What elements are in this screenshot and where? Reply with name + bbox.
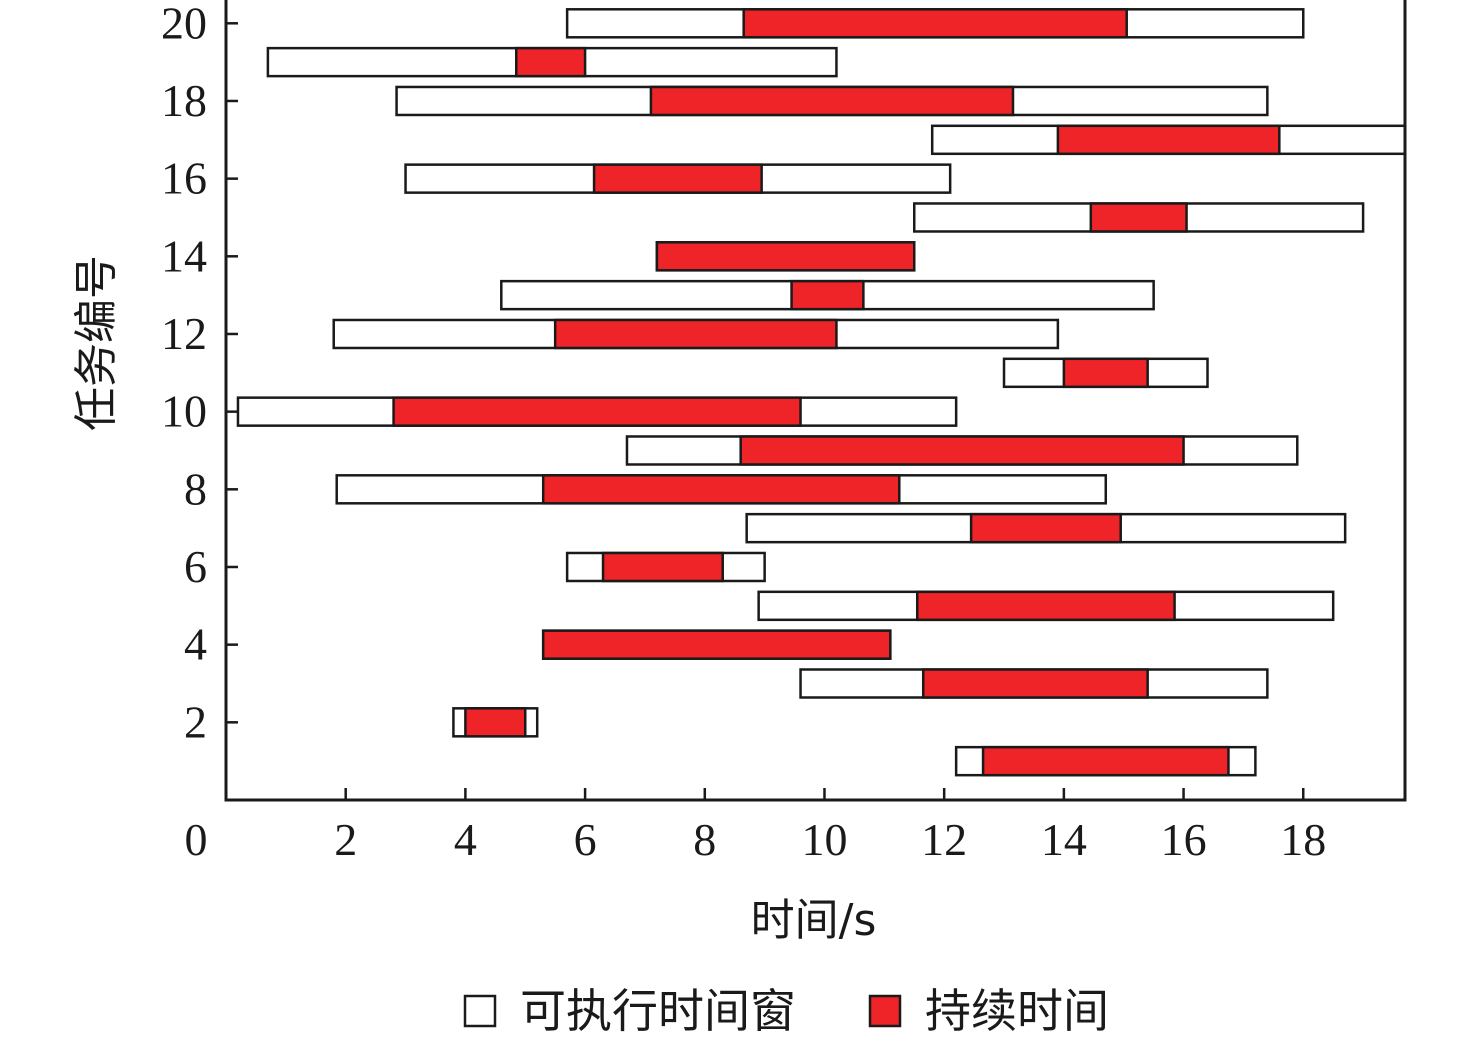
y-tick-label: 14 <box>161 230 207 281</box>
duration-bar-task-8 <box>541 474 901 505</box>
y-tick-label: 10 <box>161 386 207 437</box>
duration-bar-task-4 <box>541 629 892 660</box>
duration-bar-task-13 <box>790 279 865 311</box>
duration-bar-task-17 <box>1056 124 1281 156</box>
x-tick-label: 12 <box>921 814 967 865</box>
x-tick-label: 18 <box>1280 814 1326 865</box>
duration-bar-task-1 <box>981 745 1230 777</box>
task-bars <box>236 8 1407 777</box>
x-axis-title: 时间/s <box>751 895 877 946</box>
legend: 可执行时间窗 持续时间 <box>463 984 1109 1038</box>
duration-bar-task-9 <box>739 435 1185 466</box>
x-tick-label: 2 <box>334 814 357 865</box>
duration-bar-task-14 <box>655 241 916 272</box>
legend-swatch-0 <box>463 994 497 1028</box>
duration-bar-task-12 <box>553 318 838 350</box>
y-tick-label: 20 <box>161 0 207 48</box>
x-tick-label: 6 <box>574 814 597 865</box>
y-tick-label: 2 <box>184 696 207 747</box>
duration-bar-task-7 <box>969 512 1122 544</box>
duration-bar-task-3 <box>921 668 1149 699</box>
legend-label-1: 持续时间 <box>925 984 1109 1038</box>
axis-ticks: 0 2 4 6 8 10 12 14 16 18 2 4 6 8 10 12 14 16 18 20 <box>161 0 1326 865</box>
duration-bar-task-15 <box>1089 202 1188 233</box>
duration-bar-task-11 <box>1062 357 1149 389</box>
duration-bar-task-16 <box>592 163 763 194</box>
y-tick-label: 18 <box>161 75 207 126</box>
duration-bar-task-6 <box>601 551 724 583</box>
legend-label-0: 可执行时间窗 <box>520 984 796 1038</box>
y-tick-label: 6 <box>184 541 207 592</box>
duration-bar-task-10 <box>392 396 802 427</box>
duration-bar-task-5 <box>915 590 1176 622</box>
duration-bar-task-20 <box>742 8 1128 39</box>
x-tick-label: 4 <box>454 814 477 865</box>
y-tick-label: 16 <box>161 153 207 204</box>
plot-frame <box>224 0 1407 802</box>
y-axis-title: 任务编号 <box>71 255 122 431</box>
x-tick-label: 10 <box>801 814 847 865</box>
x-tick-label: 14 <box>1041 814 1087 865</box>
duration-bar-task-18 <box>649 85 1015 117</box>
duration-bar-task-2 <box>464 707 527 738</box>
x-tick-label: 8 <box>693 814 716 865</box>
y-tick-label: 12 <box>161 308 207 359</box>
x-tick-label: 16 <box>1161 814 1207 865</box>
duration-bar-task-19 <box>515 46 587 78</box>
x-tick-label: 0 <box>185 814 208 865</box>
y-tick-label: 8 <box>184 463 207 514</box>
legend-swatch-1 <box>868 994 902 1028</box>
y-tick-label: 4 <box>184 619 207 670</box>
